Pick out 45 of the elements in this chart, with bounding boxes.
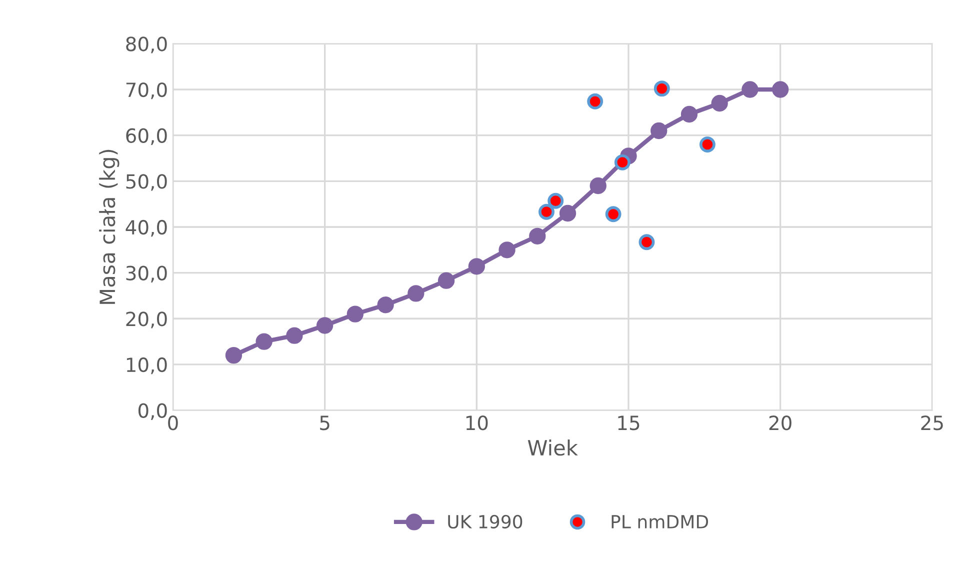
y-tick-label: 70,0 bbox=[126, 82, 167, 100]
point bbox=[438, 272, 455, 289]
point bbox=[408, 285, 424, 302]
point bbox=[316, 317, 334, 334]
legend-label: UK 1990 bbox=[448, 514, 522, 529]
x-tick-label: 15 bbox=[618, 416, 640, 430]
x-tick-label: 5 bbox=[320, 416, 330, 430]
point bbox=[286, 327, 303, 344]
point bbox=[225, 346, 242, 364]
point bbox=[772, 81, 789, 98]
legend-label: PL nmDMD bbox=[612, 515, 708, 528]
x-axis-title: Wiek bbox=[528, 440, 578, 456]
y-tick-label: 80,0 bbox=[126, 36, 167, 54]
x-tick-label: 25 bbox=[921, 416, 943, 430]
point bbox=[605, 206, 622, 222]
point bbox=[377, 296, 394, 314]
y-tick-label: 50,0 bbox=[126, 174, 167, 191]
point bbox=[650, 122, 668, 140]
y-tick-label: 60,0 bbox=[126, 128, 167, 145]
x-tick-label: 0 bbox=[168, 416, 178, 430]
y-tick-label: 20,0 bbox=[126, 312, 167, 328]
point bbox=[638, 234, 655, 250]
point bbox=[654, 80, 670, 97]
point bbox=[548, 192, 564, 209]
y-tick-label: 0,0 bbox=[138, 403, 167, 420]
y-tick-label: 40,0 bbox=[126, 220, 167, 237]
x-tick-label: 20 bbox=[769, 416, 792, 430]
point bbox=[680, 106, 698, 123]
point bbox=[529, 228, 546, 244]
point bbox=[590, 177, 606, 194]
x-tick-label: 10 bbox=[466, 416, 488, 430]
point bbox=[711, 94, 728, 112]
point bbox=[346, 306, 364, 322]
y-axis-title: Masa ciała (kg) bbox=[99, 150, 120, 304]
point bbox=[614, 154, 630, 170]
y-tick-label: 30,0 bbox=[126, 266, 167, 282]
point bbox=[468, 258, 485, 275]
point bbox=[538, 204, 554, 220]
point bbox=[256, 333, 272, 350]
y-tick-label: 10,0 bbox=[126, 357, 167, 374]
point bbox=[587, 93, 604, 110]
point bbox=[498, 242, 516, 258]
point bbox=[742, 81, 758, 98]
point bbox=[699, 136, 716, 152]
point bbox=[559, 204, 576, 222]
